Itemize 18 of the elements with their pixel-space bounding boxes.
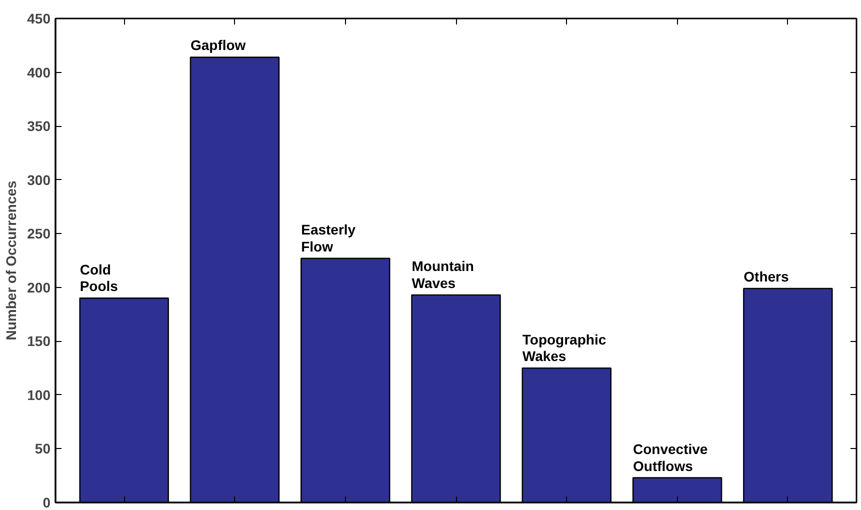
y-tick-label: 450 <box>27 10 51 26</box>
y-tick-label: 400 <box>27 64 51 80</box>
x-tick-label: Convective Outflows <box>633 440 708 474</box>
x-tick-label: Topographic Wakes <box>522 331 606 364</box>
y-tick-label: 100 <box>27 386 51 403</box>
y-tick-label: 150 <box>27 333 51 350</box>
x-tick-label: Easterly Flow <box>301 222 356 254</box>
y-tick-label: 200 <box>27 279 51 296</box>
y-tick-label: 250 <box>27 226 51 242</box>
y-tick-label: 350 <box>27 118 51 134</box>
y-axis-title: Number of Occurrences <box>3 180 20 340</box>
x-tick-label: Cold Pools <box>80 261 118 294</box>
y-tick-label: 300 <box>27 172 51 188</box>
x-tick-label: Others <box>744 268 789 284</box>
y-tick-label: 50 <box>34 440 51 457</box>
y-tick-label: 0 <box>42 494 51 510</box>
x-tick-label: Gapflow <box>190 37 246 54</box>
x-tick-label: Mountain Waves <box>412 258 474 291</box>
